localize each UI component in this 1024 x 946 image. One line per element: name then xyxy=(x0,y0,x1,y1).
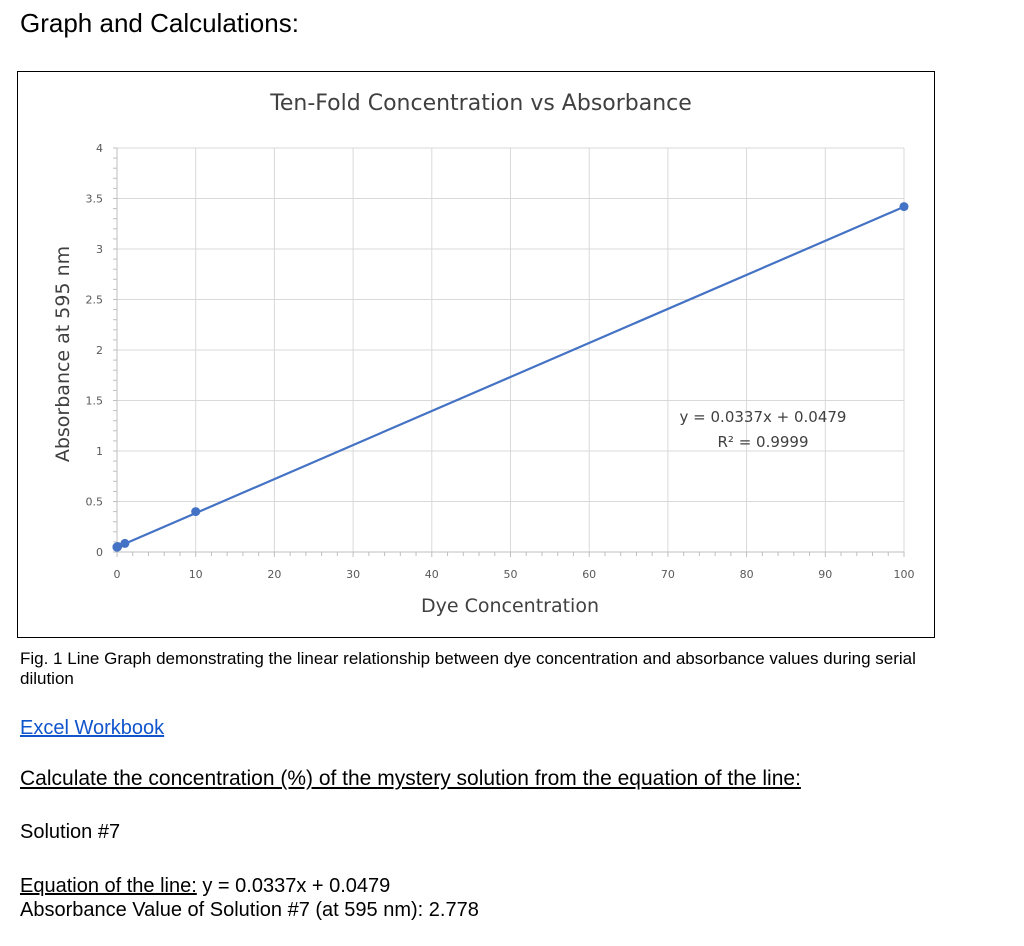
x-tick-label: 100 xyxy=(894,568,915,581)
trendline xyxy=(116,205,905,549)
x-tick-label: 60 xyxy=(582,568,596,581)
y-tick-label: 4 xyxy=(96,142,103,155)
data-points xyxy=(112,202,909,552)
x-tick-labels: 0 10 20 30 40 50 60 70 80 90 100 xyxy=(114,568,915,581)
axes xyxy=(113,147,905,557)
x-tick-label: 0 xyxy=(114,568,121,581)
line-chart: Ten-Fold Concentration vs Absorbance 0 10… xyxy=(52,91,915,617)
calculation-prompt: Calculate the concentration (%) of the m… xyxy=(20,767,801,790)
x-tick-label: 50 xyxy=(504,568,518,581)
x-tick-label: 30 xyxy=(346,568,360,581)
x-axis-label: Dye Concentration xyxy=(421,595,599,617)
x-tick-label: 70 xyxy=(661,568,675,581)
y-tick-label: 1.5 xyxy=(86,395,104,408)
x-tick-label: 80 xyxy=(740,568,754,581)
x-tick-label: 40 xyxy=(425,568,439,581)
equation-line: Equation of the line: y = 0.0337x + 0.04… xyxy=(20,874,479,898)
equation-label: Equation of the line: xyxy=(20,875,197,897)
y-tick-label: 0 xyxy=(96,546,103,559)
excel-workbook-link[interactable]: Excel Workbook xyxy=(20,717,165,739)
x-tick-label: 90 xyxy=(818,568,832,581)
figure-caption: Fig. 1 Line Graph demonstrating the line… xyxy=(20,649,916,688)
chart-title: Ten-Fold Concentration vs Absorbance xyxy=(269,91,692,116)
x-tick-label: 10 xyxy=(189,568,203,581)
data-point xyxy=(113,541,123,551)
equation-block: Equation of the line: y = 0.0337x + 0.04… xyxy=(20,874,479,922)
page-heading: Graph and Calculations: xyxy=(20,8,299,38)
y-tick-labels: 0 0.5 1 1.5 2 2.5 3 3.5 4 xyxy=(86,142,104,559)
y-tick-label: 3 xyxy=(96,243,103,256)
r-squared-label: R² = 0.9999 xyxy=(717,433,808,451)
y-tick-label: 2.5 xyxy=(86,294,104,307)
equation-value: y = 0.0337x + 0.0479 xyxy=(196,875,391,897)
y-tick-label: 3.5 xyxy=(86,193,104,206)
trendline-equation: y = 0.0337x + 0.0479 xyxy=(680,408,847,426)
chart-container: Ten-Fold Concentration vs Absorbance 0 10… xyxy=(17,71,935,638)
data-point xyxy=(899,202,909,212)
x-tick-label: 20 xyxy=(267,568,281,581)
y-axis-label: Absorbance at 595 nm xyxy=(52,246,74,462)
y-tick-label: 2 xyxy=(96,344,103,357)
absorbance-value-line: Absorbance Value of Solution #7 (at 595 … xyxy=(20,899,479,921)
data-point xyxy=(191,507,201,517)
solution-label: Solution #7 xyxy=(20,821,121,843)
gridlines xyxy=(117,147,905,552)
y-tick-label: 0.5 xyxy=(86,496,104,509)
data-point xyxy=(120,538,130,548)
y-tick-label: 1 xyxy=(96,445,103,458)
